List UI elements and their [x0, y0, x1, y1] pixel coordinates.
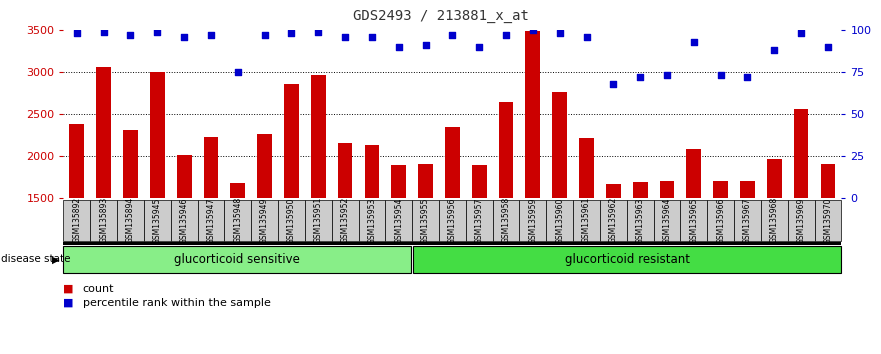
Point	[418, 42, 433, 48]
Bar	[740, 181, 755, 324]
Text: GSM135962: GSM135962	[609, 197, 618, 244]
Bar	[552, 92, 567, 324]
Text: GSM135953: GSM135953	[367, 197, 376, 244]
Text: GSM135968: GSM135968	[770, 197, 779, 244]
Text: GSM135965: GSM135965	[689, 197, 699, 244]
Point	[97, 29, 111, 35]
Bar	[284, 84, 299, 324]
Text: GSM135969: GSM135969	[796, 197, 805, 244]
Point	[526, 27, 540, 33]
Bar	[525, 31, 540, 324]
Bar	[472, 165, 486, 324]
Bar	[499, 102, 514, 324]
Bar	[606, 184, 621, 324]
Text: percentile rank within the sample: percentile rank within the sample	[83, 298, 270, 308]
Bar	[794, 109, 809, 324]
Text: GSM135892: GSM135892	[72, 197, 81, 244]
Point	[338, 34, 352, 40]
Text: GSM135951: GSM135951	[314, 197, 322, 244]
Bar	[123, 130, 137, 324]
Point	[552, 30, 566, 36]
Text: GSM135948: GSM135948	[233, 197, 242, 244]
Bar	[391, 165, 406, 324]
Bar	[337, 143, 352, 324]
Point	[204, 32, 218, 38]
Text: disease state: disease state	[1, 254, 70, 264]
Bar	[418, 164, 433, 324]
Point	[714, 73, 728, 78]
Point	[499, 32, 513, 38]
Text: GSM135947: GSM135947	[206, 197, 216, 244]
Bar	[231, 183, 245, 324]
Point	[606, 81, 620, 87]
Point	[794, 30, 808, 36]
Point	[311, 29, 325, 35]
Point	[687, 39, 701, 45]
Bar	[311, 75, 326, 324]
Point	[392, 44, 406, 50]
Point	[365, 34, 379, 40]
Text: GSM135952: GSM135952	[341, 197, 350, 244]
Point	[123, 32, 137, 38]
Bar	[70, 124, 85, 324]
Point	[231, 69, 245, 75]
Bar	[767, 159, 781, 324]
Text: GSM135955: GSM135955	[421, 197, 430, 244]
Point	[445, 32, 460, 38]
Bar	[660, 181, 674, 324]
Text: ■: ■	[63, 298, 74, 308]
Text: GSM135960: GSM135960	[555, 197, 564, 244]
Text: GSM135893: GSM135893	[100, 197, 108, 244]
Point	[767, 47, 781, 53]
Point	[660, 73, 674, 78]
Text: GSM135949: GSM135949	[260, 197, 269, 244]
Point	[70, 30, 84, 36]
Text: GSM135894: GSM135894	[126, 197, 135, 244]
Text: GSM135954: GSM135954	[394, 197, 403, 244]
Bar	[365, 145, 380, 324]
Text: glucorticoid sensitive: glucorticoid sensitive	[174, 253, 300, 266]
Text: GSM135961: GSM135961	[582, 197, 591, 244]
Text: GSM135958: GSM135958	[501, 197, 511, 244]
Bar	[177, 154, 191, 324]
Bar	[579, 138, 594, 324]
Point	[151, 29, 165, 35]
Point	[472, 44, 486, 50]
Bar	[96, 67, 111, 324]
Text: GSM135967: GSM135967	[743, 197, 752, 244]
Text: ▶: ▶	[52, 254, 60, 264]
Text: GSM135963: GSM135963	[636, 197, 645, 244]
Text: GSM135970: GSM135970	[824, 197, 833, 244]
Text: glucorticoid resistant: glucorticoid resistant	[565, 253, 690, 266]
Text: GSM135964: GSM135964	[663, 197, 671, 244]
Text: GSM135945: GSM135945	[152, 197, 162, 244]
Text: GSM135956: GSM135956	[448, 197, 457, 244]
Text: GSM135950: GSM135950	[287, 197, 296, 244]
Text: ■: ■	[63, 284, 74, 293]
Point	[177, 34, 191, 40]
Point	[740, 74, 754, 80]
Text: GSM135946: GSM135946	[180, 197, 189, 244]
Bar	[633, 182, 648, 324]
Bar	[686, 149, 701, 324]
Point	[821, 44, 835, 50]
Point	[257, 32, 271, 38]
Text: GDS2493 / 213881_x_at: GDS2493 / 213881_x_at	[352, 9, 529, 23]
Bar	[820, 164, 835, 324]
Text: GSM135959: GSM135959	[529, 197, 537, 244]
Bar	[257, 134, 272, 324]
Bar	[204, 137, 218, 324]
Bar	[714, 181, 728, 324]
Bar	[445, 127, 460, 324]
Point	[633, 74, 648, 80]
Bar	[150, 72, 165, 324]
Point	[285, 30, 299, 36]
Text: GSM135957: GSM135957	[475, 197, 484, 244]
Point	[580, 34, 594, 40]
Text: GSM135966: GSM135966	[716, 197, 725, 244]
Text: count: count	[83, 284, 115, 293]
